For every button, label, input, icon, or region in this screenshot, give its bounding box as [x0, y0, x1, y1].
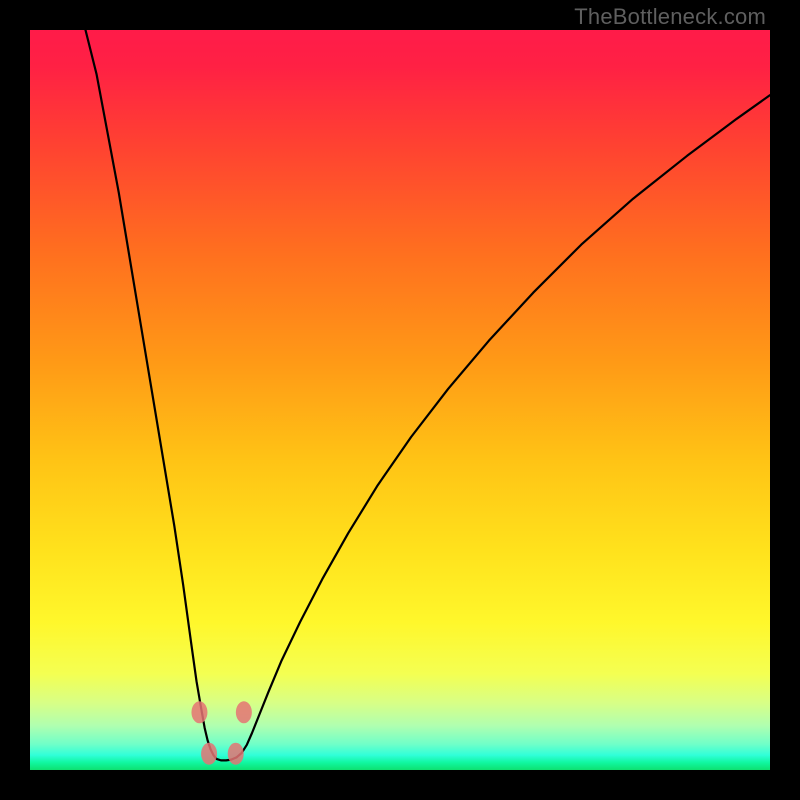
trough-marker [191, 701, 207, 723]
plot-background [30, 30, 770, 770]
trough-marker [228, 743, 244, 765]
watermark-label: TheBottleneck.com [574, 4, 766, 30]
trough-marker [236, 701, 252, 723]
trough-marker [201, 743, 217, 765]
bottleneck-chart [0, 0, 800, 800]
